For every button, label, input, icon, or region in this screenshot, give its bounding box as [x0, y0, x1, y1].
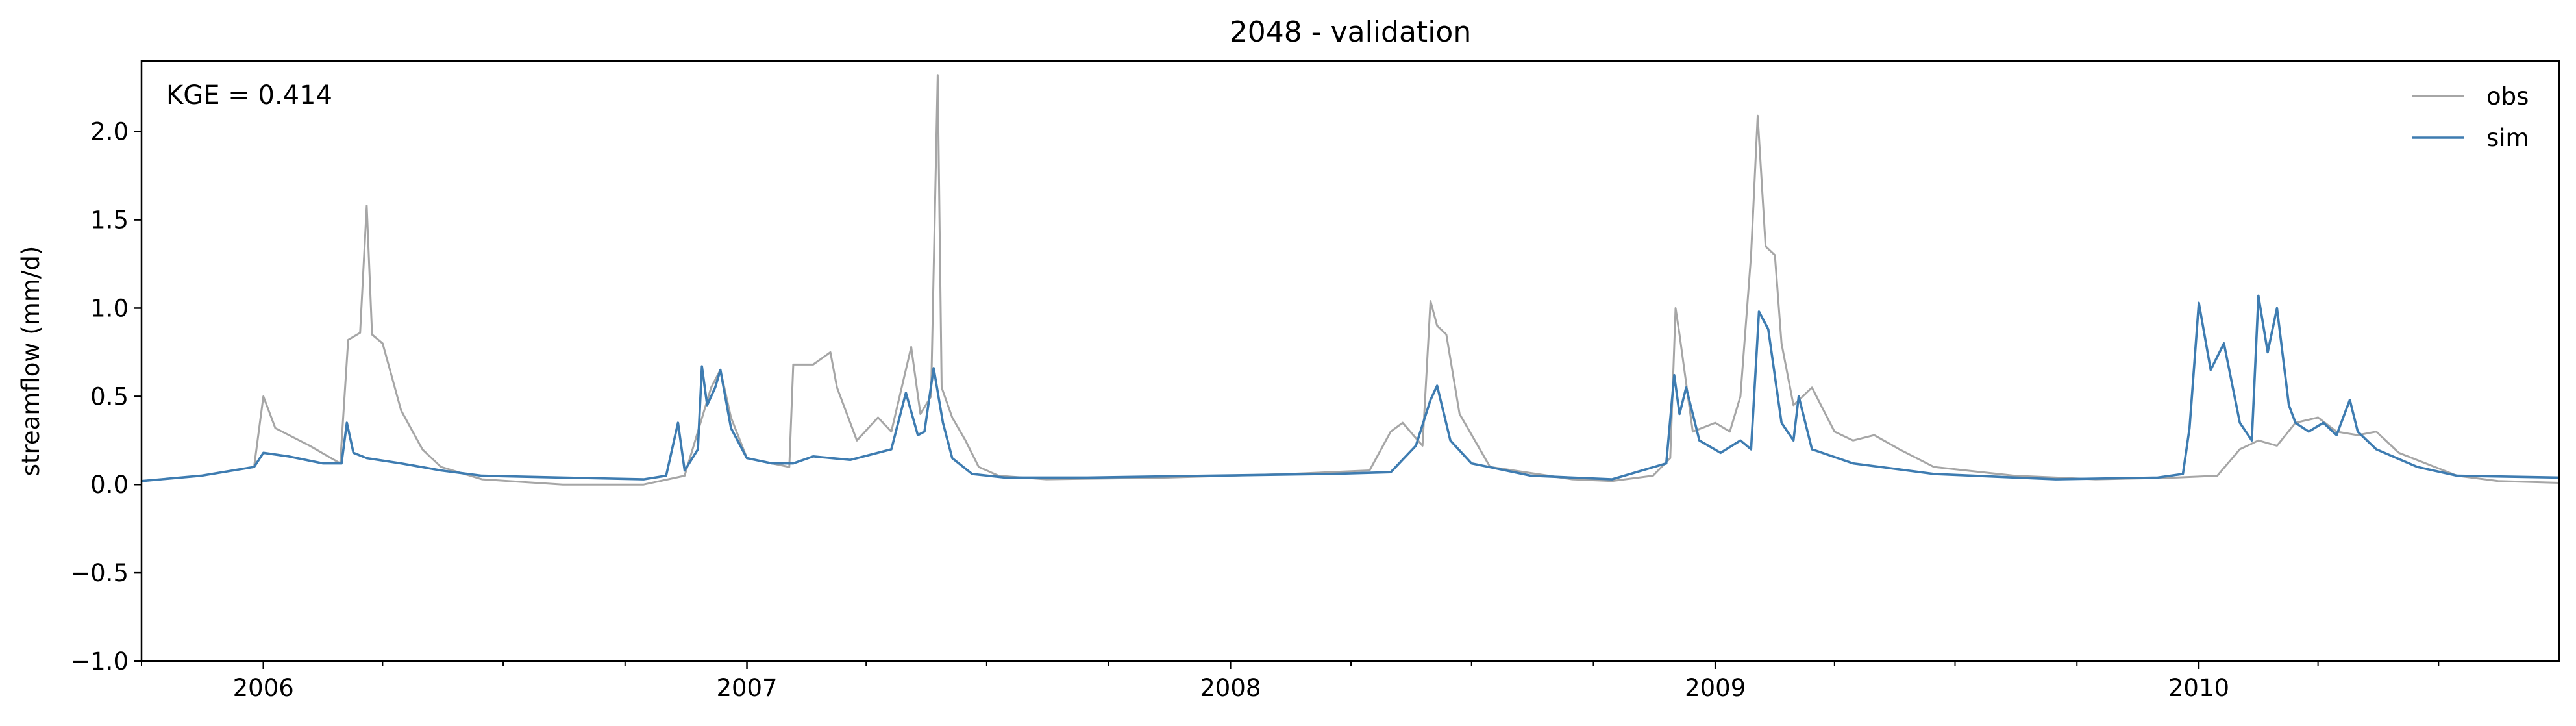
series-layer [142, 74, 2559, 486]
y-tick-label: 1.5 [90, 207, 129, 234]
series-line-sim [142, 294, 2559, 482]
y-tick-label: 0.5 [90, 382, 129, 410]
x-tick-label: 2008 [1200, 674, 1261, 702]
y-axis-label: streamflow (mm/d) [17, 246, 45, 477]
legend: obs sim [2412, 82, 2529, 152]
x-tick-label: 2007 [716, 674, 777, 702]
y-axis: −1.0 −0.5 0.0 0.5 1.0 1.5 2.0 [70, 118, 142, 675]
y-tick-label: 0.0 [90, 471, 129, 499]
x-tick-label: 2009 [1685, 674, 1746, 702]
chart-title: 2048 - validation [1230, 16, 1471, 49]
y-tick-label: 2.0 [90, 118, 129, 146]
plot-frame [140, 60, 2560, 662]
series-line-obs [142, 74, 2559, 486]
legend-label-sim: sim [2486, 124, 2529, 152]
legend-label-obs: obs [2486, 82, 2529, 110]
kge-annotation: KGE = 0.414 [166, 81, 332, 110]
y-tick-label: −0.5 [70, 559, 129, 587]
y-tick-label: −1.0 [70, 647, 129, 675]
x-tick-label: 2006 [233, 674, 294, 702]
x-tick-label: 2010 [2168, 674, 2229, 702]
y-tick-label: 1.0 [90, 294, 129, 322]
x-axis: 2006 2007 2008 2009 2010 [141, 661, 2440, 702]
